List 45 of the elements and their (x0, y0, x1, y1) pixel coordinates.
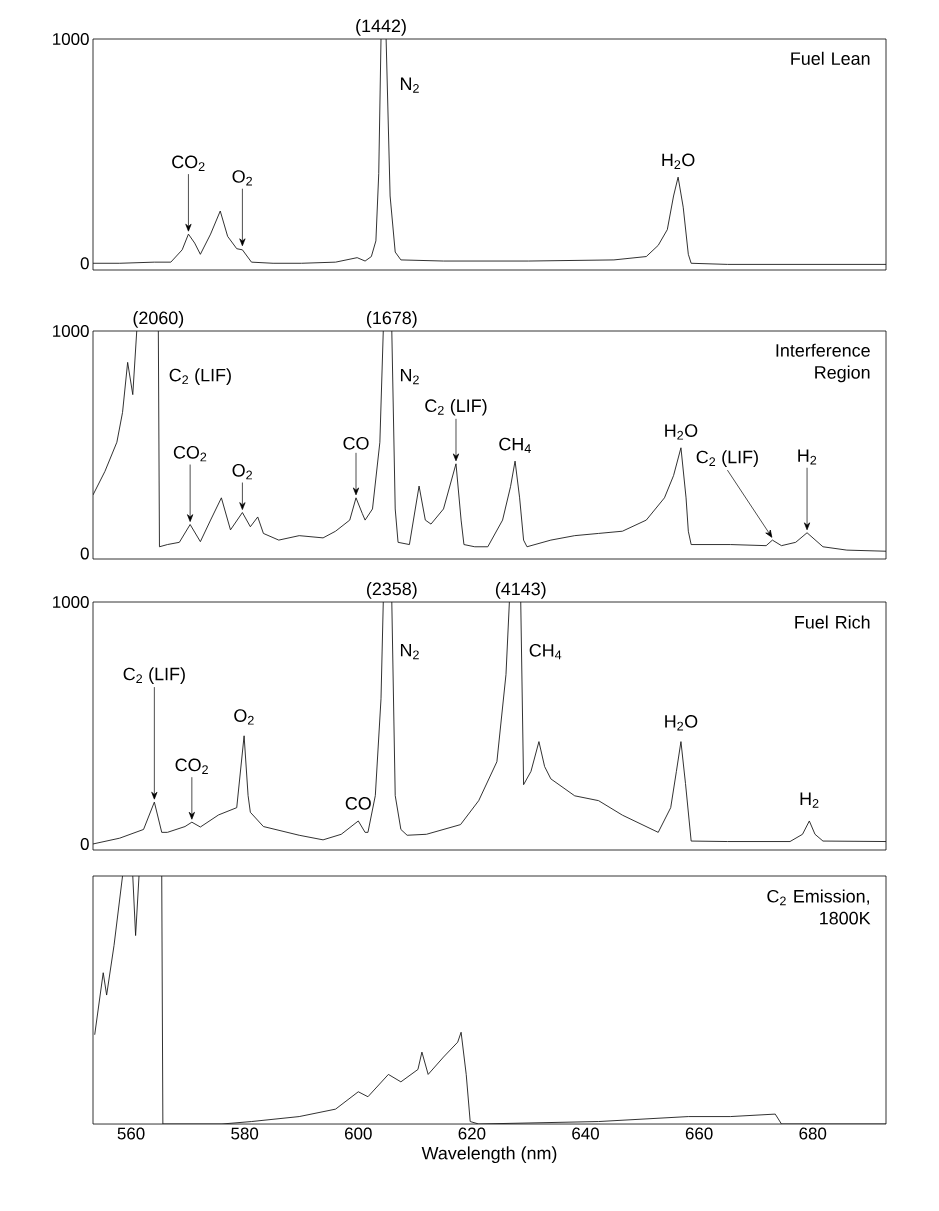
annotation: CH$_{4}$ (529, 643, 562, 660)
annotation: O$_{2}$ (234, 709, 254, 725)
text: Fuel Rich (795, 615, 870, 629)
y-tick-label: 1000 (53, 596, 89, 609)
annotation: C$_{2}$ (LIF) (169, 368, 231, 385)
x-tick-label: 660 (685, 1127, 713, 1140)
y-tick-label: 1000 (53, 325, 89, 338)
x-tick-label: 680 (799, 1127, 827, 1140)
annotation: (1678) (366, 311, 417, 328)
annotation: (1442) (356, 19, 406, 36)
y-tick-label: 0 (80, 547, 89, 560)
text: C$_{2}$ Emission, 1800K (767, 889, 871, 925)
x-tick-label: 580 (231, 1127, 259, 1140)
x-tick-label: 640 (572, 1127, 599, 1140)
annotation: (4143) (495, 582, 546, 599)
annotation: O$_{2}$ (232, 463, 252, 480)
annotation: N$_{2}$ (400, 369, 419, 385)
annotation: CH$_{4}$ (499, 437, 531, 453)
y-tick-label: 0 (80, 837, 89, 850)
annotation: H$_{2}$ (800, 792, 819, 808)
x-tick-label: 620 (458, 1127, 486, 1140)
annotation: CO (345, 797, 371, 810)
annotation: C$_{2}$ (LIF) (696, 450, 758, 467)
annotation: CO$_{2}$ (173, 445, 207, 462)
x-tick-label: 560 (117, 1127, 145, 1140)
x-axis-title: Wavelength (nm) (421, 1146, 557, 1164)
y-tick-label: 0 (80, 257, 89, 270)
annotation: (2358) (366, 582, 417, 599)
annotation: C$_{2}$ (LIF) (425, 398, 487, 416)
annotation: O$_{2}$ (232, 170, 252, 186)
annotation: CO$_{2}$ (172, 155, 205, 171)
annotation: CO (343, 436, 369, 450)
annotation: H$_{2}$ (798, 449, 817, 465)
annotation: N$_{2}$ (400, 644, 419, 660)
annotation: CO$_{2}$ (175, 758, 208, 774)
annotation: C$_{2}$ (LIF) (123, 667, 185, 684)
annotation: (2060) (133, 311, 184, 328)
annotation: H$_{2}$O (662, 153, 695, 169)
x-tick-label: 600 (345, 1127, 372, 1140)
annotation: H$_{2}$O (665, 424, 698, 440)
annotation: H$_{2}$O (665, 715, 698, 731)
y-tick-label: 1000 (53, 33, 89, 45)
text: Fuel Lean (791, 51, 870, 65)
annotation: N$_{2}$ (400, 77, 419, 93)
text: Interference Region (776, 343, 870, 383)
